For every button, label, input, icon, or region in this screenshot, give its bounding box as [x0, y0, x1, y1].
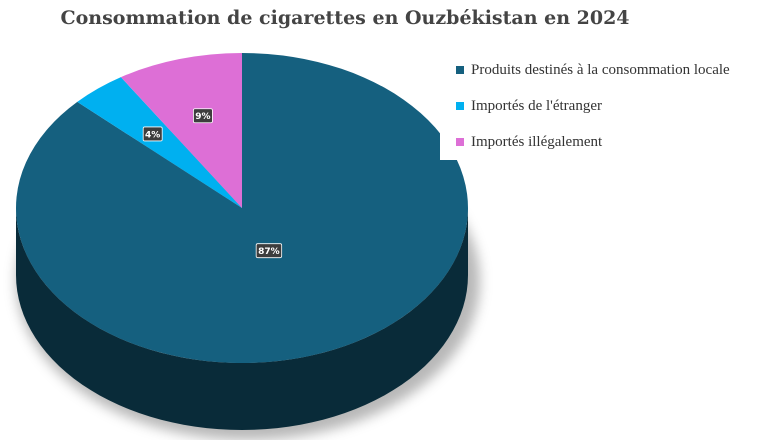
data-label-imported: 4%: [142, 126, 163, 142]
legend-label-local: Produits destinés à la consommation loca…: [471, 61, 730, 78]
legend-swatch-illegal: [456, 138, 464, 146]
legend-item-imported[interactable]: Importés de l'étranger: [456, 95, 602, 117]
data-label-box: [193, 108, 213, 124]
legend-swatch-local: [456, 66, 464, 74]
data-label-text: 4%: [145, 130, 160, 140]
data-label-text: 9%: [195, 112, 210, 122]
legend-item-local[interactable]: Produits destinés à la consommation loca…: [456, 59, 730, 81]
legend-item-illegal[interactable]: Importés illégalement: [456, 131, 602, 153]
data-label-box: [142, 126, 163, 142]
data-label-box: [255, 243, 283, 259]
pie-slice-illegal[interactable]: [120, 53, 242, 208]
chart-title: Consommation de cigarettes en Ouzbékista…: [60, 7, 630, 29]
data-label-text: 87%: [258, 247, 280, 257]
data-label-illegal: 9%: [193, 108, 213, 124]
legend-swatch-imported: [456, 102, 464, 110]
data-label-local: 87%: [255, 243, 283, 259]
legend-label-illegal: Importés illégalement: [471, 133, 603, 150]
pie-side-0: [16, 208, 468, 430]
pie-slice-imported[interactable]: [77, 77, 243, 208]
legend-label-imported: Importés de l'étranger: [471, 97, 602, 114]
legend: Produits destinés à la consommation loca…: [440, 52, 768, 160]
